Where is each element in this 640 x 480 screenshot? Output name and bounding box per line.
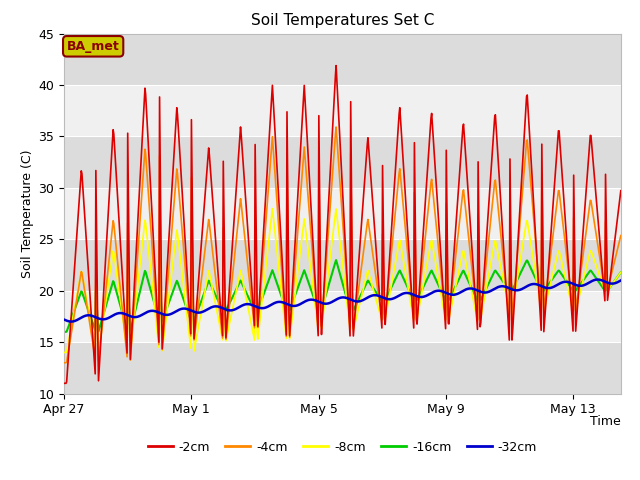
Bar xyxy=(64,291,621,342)
Bar xyxy=(64,342,621,394)
Bar xyxy=(64,136,621,188)
Text: Time: Time xyxy=(590,415,621,428)
Bar xyxy=(64,240,621,291)
Bar xyxy=(64,34,621,85)
Legend: -2cm, -4cm, -8cm, -16cm, -32cm: -2cm, -4cm, -8cm, -16cm, -32cm xyxy=(143,436,542,459)
Text: BA_met: BA_met xyxy=(67,40,120,53)
Bar xyxy=(64,188,621,240)
Title: Soil Temperatures Set C: Soil Temperatures Set C xyxy=(251,13,434,28)
Y-axis label: Soil Temperature (C): Soil Temperature (C) xyxy=(21,149,34,278)
Bar xyxy=(64,85,621,136)
